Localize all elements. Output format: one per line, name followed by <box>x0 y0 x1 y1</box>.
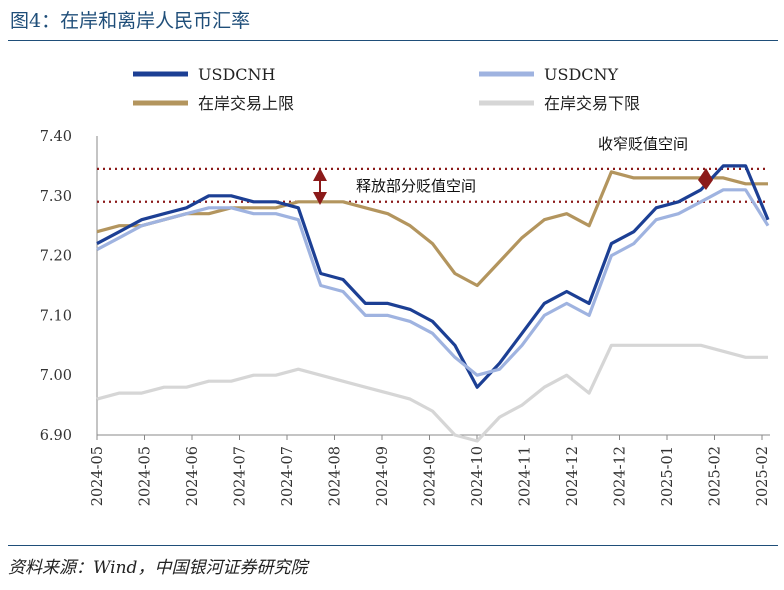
x-tick-label: 2024-06 <box>185 446 201 506</box>
x-tick-label: 2024-12 <box>613 446 629 506</box>
x-tick-label: 2024-11 <box>518 446 534 506</box>
x-tick-label: 2025-02 <box>755 446 771 506</box>
reference-lines <box>97 167 768 203</box>
usdcny-line <box>96 188 770 377</box>
line-chart: 7.407.307.207.107.006.90 2024-05 2024-05 2… <box>40 65 771 506</box>
y-tick-label: 7.30 <box>40 189 72 205</box>
title-divider <box>8 40 778 41</box>
upper-limit-line <box>96 170 768 288</box>
x-tick-label: 2024-05 <box>138 446 154 506</box>
figure-title: 图4：在岸和离岸人民币汇率 <box>10 10 251 32</box>
x-tick-label: 2024-12 <box>565 446 581 506</box>
x-tick-label: 2024-07 <box>233 446 249 506</box>
annotation-narrow: 收窄贬值空间 <box>598 135 688 153</box>
legend: USDCNH USDCNY 在岸交易上限 在岸交易下限 <box>133 65 640 113</box>
widen-arrow <box>313 168 327 205</box>
x-tick-label: 2024-08 <box>328 446 344 506</box>
lower-limit-line <box>96 343 768 443</box>
series-lines <box>96 164 770 443</box>
narrow-arrow <box>698 168 713 190</box>
legend-lower: 在岸交易下限 <box>544 94 640 113</box>
x-tick-label: 2025-02 <box>708 446 724 506</box>
x-tick-labels: 2024-05 2024-05 2024-06 2024-07 2024-07 2024-… <box>90 435 771 506</box>
x-tick-label: 2024-10 <box>470 446 486 506</box>
x-tick-label: 2024-05 <box>90 446 106 506</box>
y-tick-label: 7.00 <box>40 368 72 384</box>
x-tick-label: 2024-07 <box>280 446 296 506</box>
usdcnh-line <box>96 164 770 389</box>
legend-usdcnh: USDCNH <box>198 65 276 84</box>
y-tick-label: 7.40 <box>40 129 72 145</box>
annotation-release: 释放部分贬值空间 <box>356 177 476 195</box>
source-note: 资料来源：Wind，中国银河证券研究院 <box>8 558 308 578</box>
x-tick-label: 2024-09 <box>375 446 391 506</box>
x-tick-label: 2024-09 <box>423 446 439 506</box>
y-tick-labels: 7.40 7.30 7.20 7.10 7.00 6.90 <box>40 129 72 444</box>
x-tick-label: 2025-01 <box>660 446 676 506</box>
y-tick-label: 7.10 <box>40 308 72 324</box>
legend-usdcny: USDCNY <box>544 65 619 84</box>
legend-upper: 在岸交易上限 <box>198 94 294 113</box>
source-divider <box>8 545 778 546</box>
y-tick-label: 7.20 <box>40 249 72 265</box>
y-tick-label: 6.90 <box>40 428 72 444</box>
